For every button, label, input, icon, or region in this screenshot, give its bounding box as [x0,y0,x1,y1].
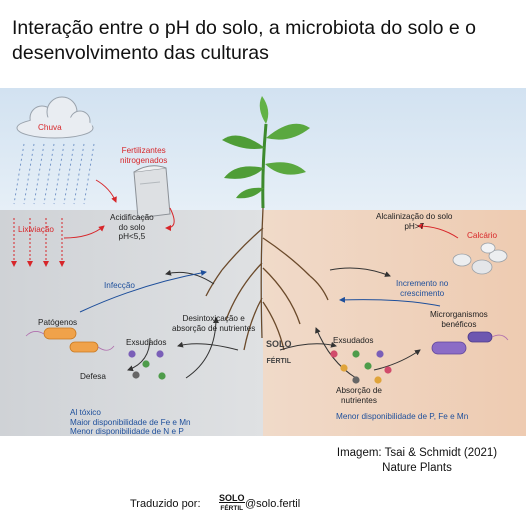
beneficial-microbe-icon [431,331,509,355]
acid-soil-area [0,210,263,436]
detox-label: Desintoxicação e absorção de nutrientes [172,314,256,333]
roots-icon [205,207,329,351]
plant-icon [222,96,310,209]
acidification-label: Acidificação do solo pH<5,5 [110,213,154,242]
page-title: Interação entre o pH do solo, a microbio… [12,17,476,64]
soil-diagram: Chuva Fertilizantes nitrogenados Lixivia… [0,88,526,436]
watermark-logo: SOLO FÉRTIL [266,340,292,366]
limestone-icon [452,242,508,275]
defense-label: Defesa [80,372,106,381]
diagram-background [0,88,526,436]
nutrient-absorption-label: Absorção de nutrientes [336,386,382,405]
footer-logo: SOLO FÉRTIL [219,494,245,513]
exudates-right-label: Exsudados [333,336,374,345]
fertilizer-label: Fertilizantes nitrogenados [120,146,168,165]
infection-label: Infecção [104,281,135,290]
exudates-left-label: Exsudados [126,338,167,347]
rain-label: Chuva [38,123,62,132]
alkalinization-label: Alcalinização do solo pH>7 [376,212,453,231]
beneficial-microbes-label: Microrganismos benéficos [430,310,488,329]
limestone-label: Calcário [467,231,498,240]
pathogens-label: Patógenos [38,318,78,327]
instagram-handle[interactable]: @solo.fertil [245,498,301,510]
leaching-arrows [11,218,65,267]
rain-icon [13,143,95,205]
acid-soil-notes: Al tóxico Maior disponibilidade de Fe e … [70,408,191,437]
exudates-dots-left [128,350,166,380]
fertilizer-bag-icon [133,165,171,219]
cloud-icon [16,96,94,139]
watermark-logo-bottom: FÉRTIL [266,358,292,365]
growth-label: Incremento no crescimento [396,279,449,298]
image-credit: Imagem: Tsai & Schmidt (2021) Nature Pla… [336,447,498,474]
watermark-logo-top: SOLO [266,339,292,349]
pathogen-icon [25,327,115,353]
footer-logo-bottom: FÉRTIL [220,505,244,512]
leaching-label: Lixiviação [18,225,54,234]
alkaline-soil-notes: Menor disponibilidade de P, Fe e Mn [336,412,469,421]
footer-logo-top: SOLO [219,493,245,503]
exudates-dots-right [330,350,392,384]
translated-by-label: Traduzido por: [130,498,201,510]
